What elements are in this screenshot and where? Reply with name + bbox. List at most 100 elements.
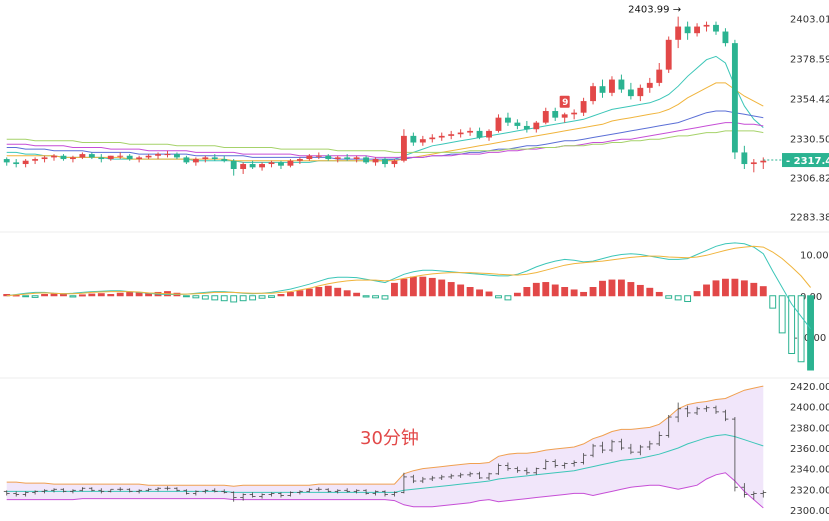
candle — [533, 122, 540, 130]
macd-bar — [220, 295, 228, 302]
candle — [495, 117, 502, 131]
bollinger-band-fill — [6, 386, 764, 508]
macd-bar — [599, 280, 606, 297]
macd-panel: 10.000.00-10.00 — [3, 242, 829, 371]
price-panel: 2403.01 2378.59 2354.42 2330.50 2306.82 2283.… — [3, 5, 829, 223]
macd-bar — [324, 285, 332, 297]
macd-line — [6, 245, 811, 297]
macd-bar — [135, 292, 143, 297]
candle — [741, 152, 748, 165]
bollinger-panel: 2420.00 2400.00 2380.00 2360.00 2340.00 2320.… — [3, 382, 829, 517]
price-tick-label: 2378.59 — [790, 55, 829, 66]
macd-bar — [693, 291, 701, 297]
candle — [268, 162, 275, 165]
candle — [722, 31, 729, 44]
macd-bar — [287, 291, 294, 297]
macd-bar — [50, 293, 58, 297]
macd-bar — [523, 287, 531, 297]
macd-bar — [750, 282, 758, 297]
macd-bar — [211, 295, 219, 301]
interval-watermark: 30分钟 — [360, 428, 419, 449]
macd-bar — [315, 287, 323, 297]
current-price-label: - 2317.41 — [786, 156, 829, 167]
macd-bar — [655, 291, 663, 297]
candle — [41, 157, 48, 160]
ma-line — [6, 122, 764, 158]
candle — [98, 157, 105, 160]
candle — [230, 160, 237, 169]
candle — [561, 114, 568, 118]
signal-badge — [559, 95, 570, 108]
candle — [174, 154, 180, 158]
macd-bar — [674, 295, 682, 301]
macd-bar — [513, 292, 521, 297]
macd-bar — [268, 295, 275, 298]
macd-bar — [192, 295, 200, 299]
candle — [183, 157, 190, 163]
macd-bar — [703, 284, 710, 297]
candle — [13, 162, 20, 165]
candle — [505, 117, 511, 123]
macd-bar — [116, 292, 124, 297]
candle — [287, 160, 294, 166]
macd-bar — [126, 291, 134, 297]
candle — [419, 139, 426, 143]
macd-bar — [107, 294, 115, 297]
candle — [552, 111, 559, 118]
candle — [438, 135, 445, 138]
candle — [22, 160, 29, 165]
macd-bar — [532, 282, 540, 297]
macd-bar — [551, 284, 559, 297]
macd-bar — [646, 287, 654, 297]
price-tick-label: 2283.38 — [790, 212, 829, 223]
macd-bar — [712, 280, 720, 297]
macd-bar — [665, 295, 673, 299]
macd-bar — [731, 278, 739, 297]
boll-tick-label: 2360.00 — [790, 444, 829, 455]
macd-bar — [769, 295, 777, 309]
macd-bar — [201, 295, 209, 300]
candle — [571, 112, 578, 115]
candle — [646, 82, 653, 88]
candle — [88, 154, 95, 158]
macd-bar — [438, 279, 446, 297]
candle — [306, 155, 313, 160]
candle — [609, 79, 615, 93]
macd-bar — [580, 291, 588, 297]
candle — [684, 26, 691, 34]
macd-bar — [504, 295, 512, 301]
candle — [69, 157, 76, 160]
candle — [382, 159, 388, 165]
macd-bar — [88, 293, 96, 297]
macd-line — [6, 242, 811, 330]
macd-bar — [182, 295, 190, 298]
candle — [703, 24, 710, 27]
candle — [192, 159, 199, 163]
candle — [107, 155, 114, 160]
candle — [618, 79, 625, 90]
macd-bar — [684, 295, 692, 303]
candle — [372, 159, 379, 163]
boll-tick-label: 2300.00 — [790, 506, 829, 517]
candle — [627, 89, 634, 97]
macd-bar — [362, 295, 370, 298]
macd-bar — [589, 287, 597, 297]
macd-bar — [31, 295, 39, 298]
bollinger-lower — [6, 472, 764, 509]
ma-line — [6, 110, 764, 160]
macd-bar — [608, 279, 616, 297]
macd-bar — [476, 289, 483, 297]
high-price-annotation: 2403.99 → — [628, 5, 681, 16]
candle — [344, 157, 351, 160]
macd-bar — [381, 295, 389, 300]
candle — [694, 26, 701, 34]
macd-bar — [343, 290, 351, 297]
macd-bar — [296, 290, 304, 297]
macd-bar — [69, 295, 77, 298]
candle — [136, 157, 143, 160]
candle — [713, 24, 719, 32]
candle — [211, 157, 218, 160]
candle — [325, 155, 332, 160]
macd-bar — [353, 292, 361, 297]
